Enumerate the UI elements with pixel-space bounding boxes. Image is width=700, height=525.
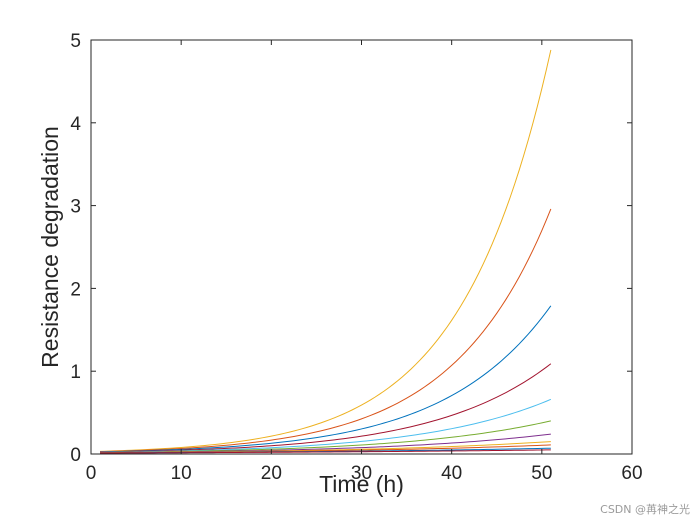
- x-tick-label: 40: [441, 463, 462, 484]
- y-tick-label: 1: [70, 362, 81, 383]
- x-tick-label: 20: [261, 463, 282, 484]
- x-tick-label: 0: [86, 463, 97, 484]
- x-tick-label: 50: [531, 463, 552, 484]
- tick-labels: 0 10 20 30 40 50 60 0 1 2 3 4 5: [70, 31, 642, 484]
- series-line-11: [100, 449, 551, 454]
- tick-marks: [90, 39, 633, 455]
- y-tick-label: 5: [70, 31, 81, 52]
- x-tick-label: 30: [351, 463, 372, 484]
- y-tick-label: 2: [70, 279, 81, 300]
- series-line-3: [100, 305, 552, 453]
- y-tick-label: 4: [70, 114, 81, 135]
- y-axis-label: Resistance degradation: [37, 126, 63, 368]
- x-axis-label: Time (h): [319, 471, 404, 497]
- watermark: CSDN @苒神之光: [600, 503, 690, 516]
- series-group: [100, 49, 552, 454]
- series-line-4: [100, 363, 552, 453]
- y-tick-label: 0: [70, 445, 81, 466]
- plot-area: [91, 40, 632, 454]
- series-line-2: [100, 208, 552, 453]
- x-tick-label: 60: [621, 463, 642, 484]
- x-tick-label: 10: [171, 463, 192, 484]
- y-tick-label: 3: [70, 197, 81, 218]
- series-line-1: [100, 49, 552, 452]
